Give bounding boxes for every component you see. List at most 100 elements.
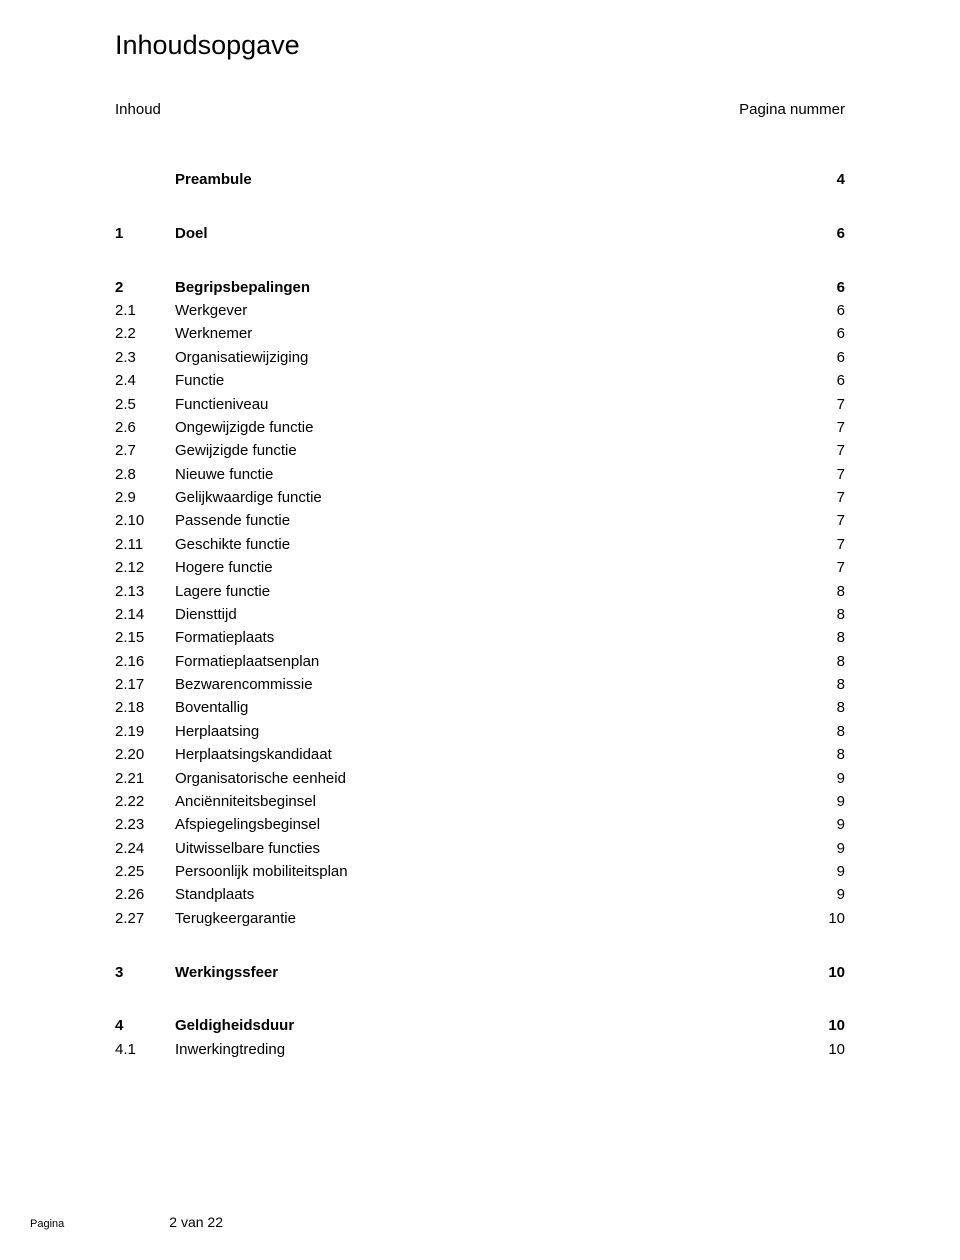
toc-row-page: 9 bbox=[805, 837, 845, 860]
toc-header-right: Pagina nummer bbox=[739, 101, 845, 118]
toc-row: 2.6Ongewijzigde functie7 bbox=[115, 416, 845, 439]
toc-row-number: 2.14 bbox=[115, 603, 175, 626]
toc-row-label: Functieniveau bbox=[175, 392, 805, 415]
toc-row: 2.1Werkgever6 bbox=[115, 299, 845, 322]
toc-row: 4.1Inwerkingtreding10 bbox=[115, 1038, 845, 1061]
toc-row: 2Begripsbepalingen6 bbox=[115, 276, 845, 299]
toc-row: 2.11Geschikte functie7 bbox=[115, 533, 845, 556]
toc-row-number: 2.18 bbox=[115, 696, 175, 719]
toc-row: 4Geldigheidsduur10 bbox=[115, 1014, 845, 1037]
toc-row-number: 2.22 bbox=[115, 790, 175, 813]
toc-row-number: 2.15 bbox=[115, 626, 175, 649]
toc-row-number: 3 bbox=[115, 960, 175, 983]
toc-row: 2.8Nieuwe functie7 bbox=[115, 463, 845, 486]
toc-row: 2.20Herplaatsingskandidaat8 bbox=[115, 743, 845, 766]
toc-row-number: 2.21 bbox=[115, 766, 175, 789]
toc-row-page: 6 bbox=[805, 222, 845, 245]
toc-row-number: 2.8 bbox=[115, 463, 175, 486]
toc-row-label: Passende functie bbox=[175, 509, 805, 532]
toc-row: 3Werkingssfeer10 bbox=[115, 960, 845, 983]
toc-row-label: Persoonlijk mobiliteitsplan bbox=[175, 860, 805, 883]
toc-header-row: Inhoud Pagina nummer bbox=[115, 101, 845, 118]
toc-row-page: 7 bbox=[805, 486, 845, 509]
page-footer: Pagina 2 van 22 bbox=[30, 1214, 223, 1230]
toc-row-page: 6 bbox=[805, 276, 845, 299]
toc-row-label: Organisatiewijziging bbox=[175, 346, 805, 369]
toc-row-label: Nieuwe functie bbox=[175, 463, 805, 486]
toc-row-number: 2.27 bbox=[115, 907, 175, 930]
toc-row-number: 2.3 bbox=[115, 346, 175, 369]
toc-row-page: 8 bbox=[805, 743, 845, 766]
toc-row: 2.10Passende functie7 bbox=[115, 509, 845, 532]
toc-row-number: 2.25 bbox=[115, 860, 175, 883]
toc-row: 2.5Functieniveau7 bbox=[115, 392, 845, 415]
toc-row: 2.14Diensttijd8 bbox=[115, 603, 845, 626]
toc-row-number: 2.10 bbox=[115, 509, 175, 532]
toc-row-page: 7 bbox=[805, 509, 845, 532]
page-title: Inhoudsopgave bbox=[115, 30, 845, 61]
toc-row-label: Diensttijd bbox=[175, 603, 805, 626]
toc-row-page: 4 bbox=[805, 168, 845, 191]
toc-row: 2.26Standplaats9 bbox=[115, 883, 845, 906]
toc-row: 2.3Organisatiewijziging6 bbox=[115, 346, 845, 369]
toc-row-label: Standplaats bbox=[175, 883, 805, 906]
toc-row-number: 2.7 bbox=[115, 439, 175, 462]
toc-row: 2.18Boventallig8 bbox=[115, 696, 845, 719]
toc-row: 2.4Functie6 bbox=[115, 369, 845, 392]
toc-row-label: Uitwisselbare functies bbox=[175, 837, 805, 860]
toc-row: 2.16Formatieplaatsenplan8 bbox=[115, 650, 845, 673]
toc-row-page: 7 bbox=[805, 556, 845, 579]
toc-row: 2.2Werknemer6 bbox=[115, 322, 845, 345]
toc-row-label: Geschikte functie bbox=[175, 533, 805, 556]
toc-row-label: Werkingssfeer bbox=[175, 960, 805, 983]
toc-table: Preambule41Doel62Begripsbepalingen62.1We… bbox=[115, 168, 845, 1061]
toc-row-label: Begripsbepalingen bbox=[175, 276, 805, 299]
toc-row-label: Gelijkwaardige functie bbox=[175, 486, 805, 509]
toc-spacer bbox=[115, 984, 845, 1014]
toc-row-page: 8 bbox=[805, 650, 845, 673]
toc-row-page: 8 bbox=[805, 696, 845, 719]
toc-row-number: 2.26 bbox=[115, 883, 175, 906]
toc-row-label: Ongewijzigde functie bbox=[175, 416, 805, 439]
toc-row: 2.24Uitwisselbare functies9 bbox=[115, 837, 845, 860]
toc-row-label: Werkgever bbox=[175, 299, 805, 322]
toc-row-number: 2.11 bbox=[115, 533, 175, 556]
toc-row-page: 8 bbox=[805, 720, 845, 743]
toc-row: Preambule4 bbox=[115, 168, 845, 191]
toc-row: 2.23Afspiegelingsbeginsel9 bbox=[115, 813, 845, 836]
toc-row: 2.27Terugkeergarantie10 bbox=[115, 907, 845, 930]
toc-row-number: 2.20 bbox=[115, 743, 175, 766]
toc-row-label: Formatieplaatsenplan bbox=[175, 650, 805, 673]
toc-row: 2.19Herplaatsing8 bbox=[115, 720, 845, 743]
toc-row-number: 2.16 bbox=[115, 650, 175, 673]
toc-row-label: Herplaatsing bbox=[175, 720, 805, 743]
toc-row-label: Preambule bbox=[175, 168, 805, 191]
toc-row-page: 8 bbox=[805, 579, 845, 602]
toc-row-page: 7 bbox=[805, 416, 845, 439]
toc-row-number: 1 bbox=[115, 222, 175, 245]
toc-row: 2.13Lagere functie8 bbox=[115, 579, 845, 602]
toc-row-page: 6 bbox=[805, 299, 845, 322]
toc-row-label: Functie bbox=[175, 369, 805, 392]
document-page: Inhoudsopgave Inhoud Pagina nummer Pream… bbox=[0, 0, 960, 1260]
footer-value: 2 van 22 bbox=[169, 1214, 223, 1230]
toc-row-label: Geldigheidsduur bbox=[175, 1014, 805, 1037]
toc-row-number: 2.1 bbox=[115, 299, 175, 322]
toc-row-label: Afspiegelingsbeginsel bbox=[175, 813, 805, 836]
toc-row-page: 10 bbox=[805, 1014, 845, 1037]
toc-row: 2.21Organisatorische eenheid9 bbox=[115, 766, 845, 789]
toc-row-label: Werknemer bbox=[175, 322, 805, 345]
toc-row-page: 10 bbox=[805, 1038, 845, 1061]
toc-row: 1Doel6 bbox=[115, 222, 845, 245]
toc-row-label: Doel bbox=[175, 222, 805, 245]
toc-row-label: Gewijzigde functie bbox=[175, 439, 805, 462]
toc-row-number: 2.9 bbox=[115, 486, 175, 509]
toc-row-page: 9 bbox=[805, 883, 845, 906]
toc-row-page: 6 bbox=[805, 346, 845, 369]
toc-row: 2.7Gewijzigde functie7 bbox=[115, 439, 845, 462]
toc-spacer bbox=[115, 191, 845, 221]
toc-row-page: 9 bbox=[805, 860, 845, 883]
toc-row-number: 2.6 bbox=[115, 416, 175, 439]
toc-row-label: Organisatorische eenheid bbox=[175, 766, 805, 789]
toc-row-number: 2.23 bbox=[115, 813, 175, 836]
